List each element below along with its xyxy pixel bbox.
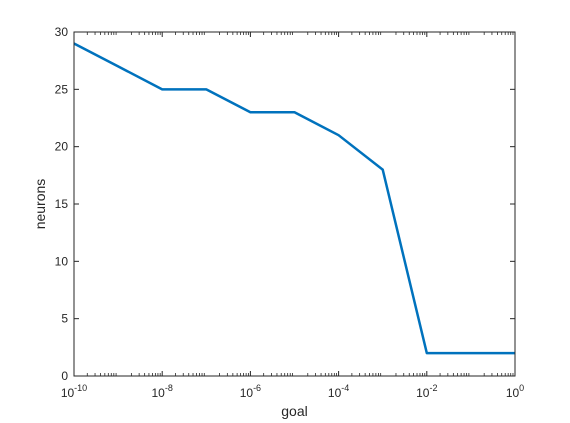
x-tick-label-exponent: -8 (165, 383, 173, 393)
x-tick-label: 100 (506, 383, 524, 400)
x-tick-label-exponent: -2 (429, 383, 437, 393)
y-tick-label: 10 (55, 254, 69, 268)
y-tick-label: 20 (55, 140, 69, 154)
y-tick-label: 15 (55, 197, 69, 211)
x-tick-label: 10-4 (328, 383, 349, 400)
x-tick-label-exponent: -4 (341, 383, 349, 393)
x-tick-label-base: 10 (240, 386, 254, 400)
plot-area (74, 32, 515, 376)
axes-box (73, 31, 516, 377)
y-tick-labels: 0 5 10 15 20 25 30 (55, 25, 69, 383)
y-axis-label: neurons (32, 179, 48, 230)
x-tick-label: 10-8 (152, 383, 173, 400)
x-tick-label: 10-2 (416, 383, 437, 400)
x-tick-label-exponent: 0 (519, 383, 524, 393)
x-tick-label-base: 10 (416, 386, 430, 400)
y-tick-label: 0 (61, 369, 68, 383)
x-tick-label: 10-6 (240, 383, 261, 400)
y-tick-label: 25 (55, 82, 69, 96)
x-tick-label-exponent: -6 (253, 383, 261, 393)
y-tick-label: 5 (61, 312, 68, 326)
x-tick-label: 10-10 (61, 383, 87, 400)
x-tick-label-exponent: -10 (74, 383, 87, 393)
y-tick-label: 30 (55, 25, 69, 39)
x-tick-label-base: 10 (61, 386, 75, 400)
x-tick-label-base: 10 (506, 386, 520, 400)
series-line (73, 42, 515, 355)
x-tick-label-base: 10 (328, 386, 342, 400)
x-axis-label: goal (281, 403, 307, 419)
x-tick-label-base: 10 (152, 386, 166, 400)
x-tick-labels: 10-10 10-8 10-6 10-4 10-2 100 (61, 383, 524, 400)
